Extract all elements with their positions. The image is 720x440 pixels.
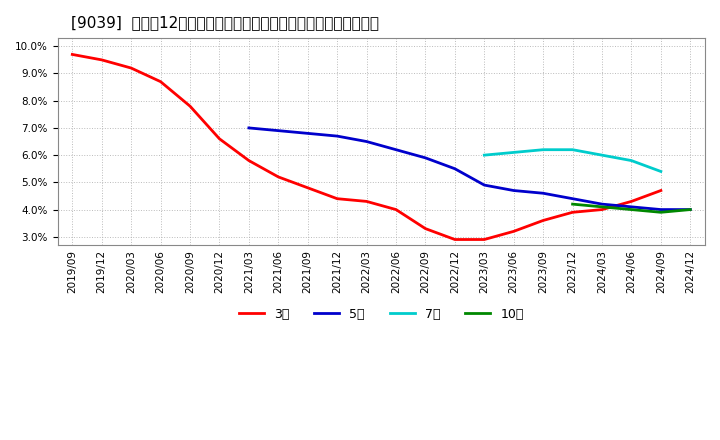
7年 bbox=[480, 153, 489, 158]
3年 bbox=[392, 207, 400, 212]
Line: 3年: 3年 bbox=[72, 55, 661, 239]
3年 bbox=[303, 185, 312, 191]
5年 bbox=[392, 147, 400, 152]
5年 bbox=[568, 196, 577, 202]
5年 bbox=[274, 128, 283, 133]
10年 bbox=[568, 202, 577, 207]
5年 bbox=[245, 125, 253, 131]
3年 bbox=[510, 229, 518, 234]
7年 bbox=[627, 158, 636, 163]
10年 bbox=[686, 207, 695, 212]
5年 bbox=[657, 207, 665, 212]
3年 bbox=[362, 199, 371, 204]
5年 bbox=[480, 183, 489, 188]
3年 bbox=[97, 57, 106, 62]
Text: [9039]  売上高12か月移動合計の対前年同期増減率の平均値の推移: [9039] 売上高12か月移動合計の対前年同期増減率の平均値の推移 bbox=[71, 15, 379, 30]
10年 bbox=[627, 207, 636, 212]
3年 bbox=[598, 207, 606, 212]
5年 bbox=[362, 139, 371, 144]
5年 bbox=[627, 204, 636, 209]
3年 bbox=[156, 79, 165, 84]
5年 bbox=[303, 131, 312, 136]
Legend: 3年, 5年, 7年, 10年: 3年, 5年, 7年, 10年 bbox=[234, 303, 528, 326]
3年 bbox=[568, 209, 577, 215]
3年 bbox=[539, 218, 547, 223]
5年 bbox=[333, 133, 341, 139]
3年 bbox=[421, 226, 430, 231]
3年 bbox=[68, 52, 76, 57]
10年 bbox=[657, 209, 665, 215]
5年 bbox=[451, 166, 459, 172]
3年 bbox=[215, 136, 224, 141]
3年 bbox=[657, 188, 665, 193]
7年 bbox=[510, 150, 518, 155]
7年 bbox=[657, 169, 665, 174]
7年 bbox=[568, 147, 577, 152]
5年 bbox=[539, 191, 547, 196]
3年 bbox=[274, 174, 283, 180]
3年 bbox=[480, 237, 489, 242]
5年 bbox=[686, 207, 695, 212]
5年 bbox=[421, 155, 430, 161]
10年 bbox=[598, 204, 606, 209]
7年 bbox=[598, 153, 606, 158]
7年 bbox=[539, 147, 547, 152]
Line: 7年: 7年 bbox=[485, 150, 661, 172]
Line: 5年: 5年 bbox=[249, 128, 690, 209]
5年 bbox=[510, 188, 518, 193]
3年 bbox=[186, 103, 194, 109]
3年 bbox=[451, 237, 459, 242]
3年 bbox=[333, 196, 341, 202]
3年 bbox=[627, 199, 636, 204]
Line: 10年: 10年 bbox=[572, 204, 690, 212]
5年 bbox=[598, 202, 606, 207]
3年 bbox=[127, 66, 135, 71]
3年 bbox=[245, 158, 253, 163]
